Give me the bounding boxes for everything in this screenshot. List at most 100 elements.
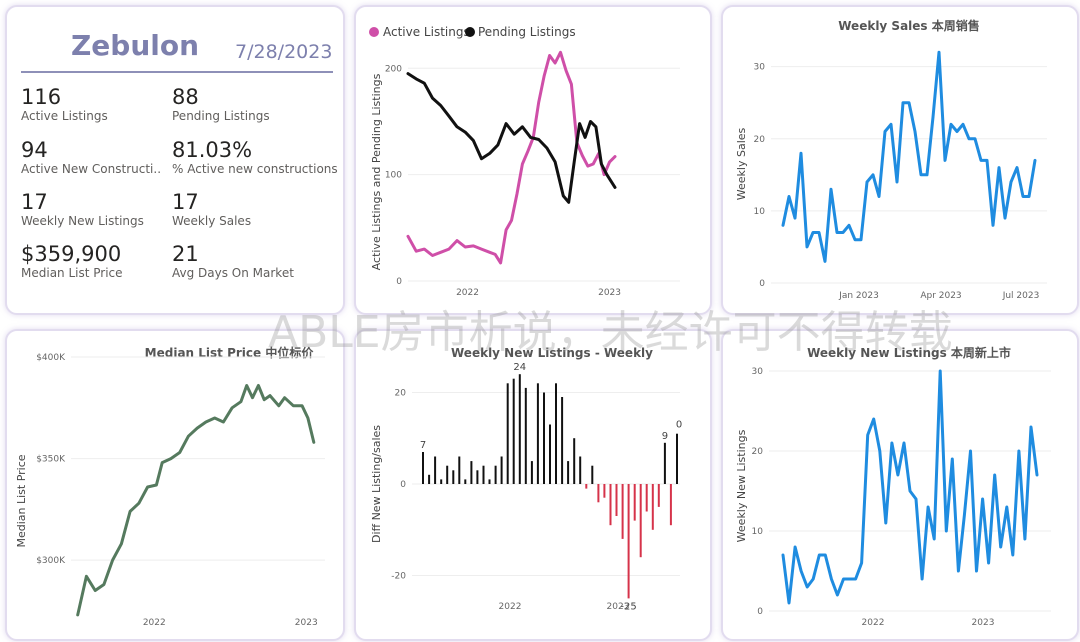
x-tick-label: 2022 [143,618,166,628]
weekly-sales-chart: Weekly Sales 本周销售 0 10 20 30 Weekly Sales Jan … [735,18,1047,301]
diff-listings-chart-card: Weekly New Listings - Weekly -20 0 20 Diff N… [354,329,712,641]
kpi-active-new-construction: 94 Active New Constructi... [21,138,161,177]
bar [567,461,570,484]
bar [657,484,660,507]
kpi-label: Pending Listings [172,109,270,123]
kpi-value: 21 [172,242,199,266]
kpi-value: 17 [172,190,199,214]
legend-label-pending: Pending Listings [478,25,576,39]
kpi-value: 116 [21,85,62,109]
kpi-pending-listings: 88 Pending Listings [172,85,337,124]
kpi-label: Median List Price [21,266,123,280]
y-tick-label: 30 [752,367,764,377]
bar [494,465,497,484]
y-tick-label: 10 [752,527,764,537]
median-price-chart: Median List Price 中位标价 $300K $350K $400K Med… [15,345,325,628]
y-axis-label: Active Listings and Pending Listings [370,73,383,270]
bar [621,484,624,539]
data-label: 24 [513,362,526,373]
kpi-value: 94 [21,138,48,162]
y-tick-label: 20 [752,447,764,457]
bar [452,470,455,484]
kpi-value: 88 [172,85,199,109]
data-label: -25 [620,601,636,612]
y-tick-label: 200 [385,64,402,74]
bar [440,479,443,484]
bar [422,452,424,484]
kpi-label: Active Listings [21,109,108,123]
bar [458,456,461,484]
series-line-weekly-new-listings [781,369,1039,605]
x-tick-label: 2023 [598,288,621,298]
y-tick-label: $400K [36,353,66,363]
x-tick-label: Apr 2023 [920,291,961,301]
y-tick-label: $300K [36,556,66,566]
bar [669,484,672,526]
bar [603,484,606,498]
kpi-label: Avg Days On Market [172,266,294,280]
y-tick-label: 0 [400,480,406,490]
bar [676,433,678,484]
chart-title: Weekly New Listings 本周新上市 [807,345,1011,360]
bar [512,378,515,484]
y-tick-label: 0 [396,277,402,287]
bar [543,392,545,484]
active-pending-chart-card: 0 100 200 2022 2023 Active Listings and Pendi… [354,5,712,315]
bar [555,383,557,484]
kpi-value: 17 [21,190,48,214]
kpi-weekly-sales: 17 Weekly Sales [172,190,337,229]
y-tick-label: -20 [391,572,406,582]
series-line-pending [406,72,617,204]
chart-title: Weekly New Listings - Weekly [451,346,653,360]
bar [639,484,642,558]
y-axis-label: Diff New Listing/sales [370,425,383,543]
legend-swatch-pending [465,27,475,37]
y-axis-label: Weekly New Listings [735,429,748,542]
weekly-new-listings-chart-card: Weekly New Listings 本周新上市 0 10 20 30 Weekly N… [721,329,1079,641]
bar [549,424,551,484]
bar [585,484,588,489]
bar [476,470,479,484]
bar [536,383,539,484]
bar [633,484,636,521]
x-tick-label: 2022 [499,602,522,612]
bar [524,387,527,484]
y-tick-label: 0 [759,279,765,289]
kpi-percent-new-construction: 81.03% % Active new constructions [172,138,340,177]
legend-label-active: Active Listings [383,25,470,39]
bar [591,465,594,484]
legend-swatch-active [369,27,379,37]
bar [645,484,648,512]
bar [609,484,612,526]
y-tick-label: 20 [754,135,766,145]
kpi-weekly-new-listings: 17 Weekly New Listings [21,190,169,229]
x-tick-label: 2023 [607,602,630,612]
bar [500,456,503,484]
bar [573,438,576,484]
bar [615,484,618,516]
x-tick-label: 2022 [862,618,885,628]
kpi-label: Weekly Sales [172,214,252,228]
bar [428,474,431,484]
bar [488,479,491,484]
chart-title: Median List Price 中位标价 [145,345,315,360]
series-line-active [406,50,617,265]
y-tick-label: 20 [395,388,407,398]
y-tick-label: $350K [36,455,66,465]
city-title: Zebulon [71,29,200,62]
active-pending-chart: 0 100 200 2022 2023 Active Listings and Pendi… [369,25,680,298]
bar [518,374,521,484]
kpi-label: Weekly New Listings [21,214,144,228]
diff-listings-chart: Weekly New Listings - Weekly -20 0 20 Diff N… [370,346,682,612]
median-price-chart-card: Median List Price 中位标价 $300K $350K $400K Med… [5,329,345,641]
weekly-sales-chart-card: Weekly Sales 本周销售 0 10 20 30 Weekly Sales Jan … [721,5,1079,315]
kpi-label: Active New Constructi... [21,162,161,176]
bar [434,456,437,484]
data-label: 7 [420,440,426,451]
kpi-value: 81.03% [172,138,253,162]
bar [561,397,564,484]
y-axis-label: Median List Price [15,454,28,547]
kpi-card: Zebulon 7/28/2023 116 Active Listings 88… [5,5,345,315]
bar [446,465,449,484]
series-line-weekly-sales [781,50,1037,263]
